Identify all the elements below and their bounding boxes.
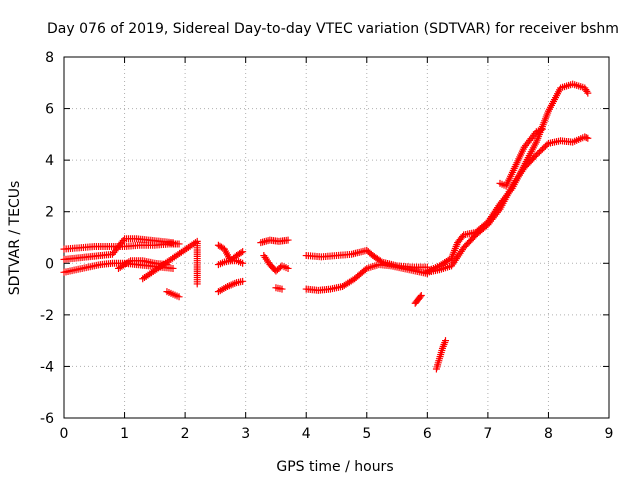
gridlines [64, 57, 609, 418]
data-point-marker [538, 125, 546, 133]
plot-frame [63, 56, 610, 419]
data-point-marker [582, 134, 590, 142]
y-tick-label: 2 [45, 205, 54, 221]
data-point-marker [442, 337, 449, 345]
data-point-marker [239, 277, 247, 285]
data-point-marker [193, 280, 201, 288]
x-tick-label: 2 [181, 426, 190, 442]
x-tick-label: 9 [605, 426, 614, 442]
data-point-marker [169, 239, 177, 247]
data-point-marker [416, 293, 424, 301]
y-tick-label: -6 [40, 411, 54, 427]
data-point-marker [237, 249, 245, 257]
data-point-marker [175, 240, 183, 248]
y-axis-label: SDTVAR / TECUs [7, 181, 23, 296]
data-point-marker [584, 89, 592, 97]
y-tick-label: 4 [45, 153, 54, 169]
x-tick-label: 7 [483, 426, 492, 442]
chart-title: Day 076 of 2019, Sidereal Day-to-day VTE… [47, 21, 619, 37]
data-point-marker [361, 266, 369, 274]
data-point-marker [119, 237, 127, 245]
y-tick-label: 6 [45, 102, 54, 118]
x-axis-label: GPS time / hours [276, 459, 393, 475]
y-tick-label: 0 [45, 256, 54, 272]
y-tick-label: -4 [40, 359, 54, 375]
data-points [60, 80, 592, 373]
x-tick-label: 0 [60, 426, 69, 442]
data-point-marker [581, 133, 589, 141]
x-tick-label: 5 [362, 426, 371, 442]
y-tick-label: 8 [45, 50, 54, 66]
data-point-marker [284, 264, 292, 272]
data-point-marker [584, 134, 592, 142]
x-tick-labels: 0 1 2 3 4 5 6 7 8 9 [60, 426, 614, 442]
y-tick-label: -2 [40, 308, 54, 324]
data-point-marker [239, 259, 247, 267]
y-tick-labels: -6 -4 -2 0 2 4 6 8 [40, 50, 54, 427]
data-point-marker [169, 264, 177, 272]
x-tick-label: 3 [241, 426, 250, 442]
data-point-marker [278, 285, 286, 293]
data-point-marker [417, 292, 425, 300]
x-tick-label: 1 [120, 426, 129, 442]
x-tick-label: 4 [302, 426, 311, 442]
data-point-marker [495, 207, 503, 215]
x-tick-label: 8 [544, 426, 553, 442]
axis-ticks [63, 56, 610, 419]
x-tick-label: 6 [423, 426, 432, 442]
data-point-marker [125, 258, 133, 266]
data-point-marker [583, 87, 591, 95]
data-point-marker [284, 236, 292, 244]
data-point-marker [239, 248, 247, 256]
data-point-marker [175, 293, 183, 301]
data-point-marker [543, 141, 551, 149]
